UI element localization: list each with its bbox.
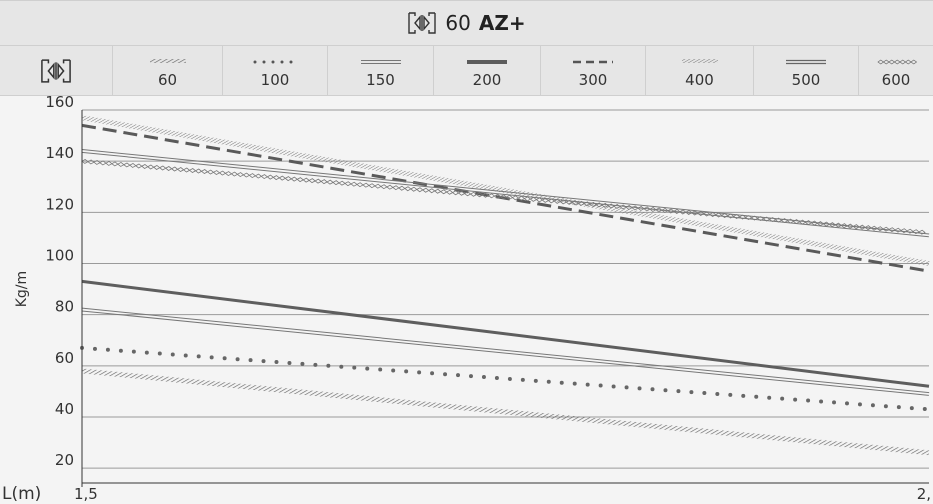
y-tick-label: 140 (45, 144, 74, 162)
chart-header: 60 AZ+ (0, 0, 933, 46)
series-400 (81, 115, 930, 266)
legend-label: 150 (366, 71, 395, 89)
series-line (80, 345, 931, 412)
y-tick-label: 80 (55, 298, 74, 316)
legend-label: 100 (260, 71, 290, 89)
profile-symbol-icon (41, 58, 71, 83)
series-150 (81, 307, 930, 396)
line-chart: 20 40 60 80 100 120 140 160 Kg/m L(m) 1,5 2, (2, 96, 931, 504)
series-300 (81, 123, 930, 273)
legend-swatch-500 (786, 59, 826, 65)
legend-item-600: 600 (858, 46, 933, 95)
legend-swatch-60 (149, 59, 186, 63)
legend-item-200: 200 (433, 46, 540, 95)
legend-item-60: 60 (112, 46, 222, 95)
legend-item-500: 500 (753, 46, 858, 95)
y-tick-label: 160 (45, 96, 74, 111)
series-600 (81, 158, 926, 235)
series-line (81, 151, 929, 238)
series-line (82, 307, 930, 394)
series-200 (81, 279, 930, 388)
series-100 (80, 345, 931, 412)
profile-symbol-icon (408, 12, 437, 34)
y-tick-label: 20 (55, 451, 74, 469)
legend-item-100: 100 (222, 46, 327, 95)
legend-swatch-600 (877, 59, 918, 65)
legend-item-300: 300 (540, 46, 645, 95)
legend-label: 500 (791, 71, 821, 89)
legend-swatch-300 (573, 60, 613, 64)
series-500 (81, 149, 930, 238)
legend-label: 600 (881, 71, 911, 89)
series-line (82, 149, 930, 235)
y-axis-label: Kg/m (14, 271, 30, 307)
x-axis-label: L(m) (2, 484, 41, 504)
legend-label: 200 (472, 71, 502, 89)
series-line (81, 368, 930, 456)
legend-swatch-400 (681, 59, 718, 63)
x-tick-label: 2, (917, 485, 931, 503)
legend-item-150: 150 (327, 46, 433, 95)
legend-swatch-200 (467, 60, 507, 64)
series-line (81, 115, 930, 266)
title-product: AZ+ (478, 11, 526, 35)
legend-label: 60 (157, 71, 178, 89)
legend: 60 100 150 200 300 400 500 600 (0, 46, 933, 96)
legend-icon-cell (0, 46, 112, 95)
series-line (81, 123, 930, 273)
x-tick-label: 1,5 (74, 485, 98, 503)
series-line (81, 310, 929, 396)
series-60 (81, 368, 930, 456)
series-line (81, 158, 926, 235)
legend-label: 400 (685, 71, 714, 89)
legend-item-400: 400 (645, 46, 753, 95)
chart-title: 60 AZ+ (407, 11, 526, 35)
legend-label: 300 (578, 71, 608, 89)
legend-swatch-100 (253, 60, 297, 64)
y-tick-label: 40 (55, 400, 74, 418)
series-line (81, 279, 930, 388)
y-tick-label: 120 (45, 195, 74, 213)
y-tick-label: 100 (45, 246, 74, 264)
title-number: 60 (445, 11, 471, 35)
y-tick-label: 60 (55, 349, 74, 367)
legend-swatch-150 (360, 60, 401, 64)
